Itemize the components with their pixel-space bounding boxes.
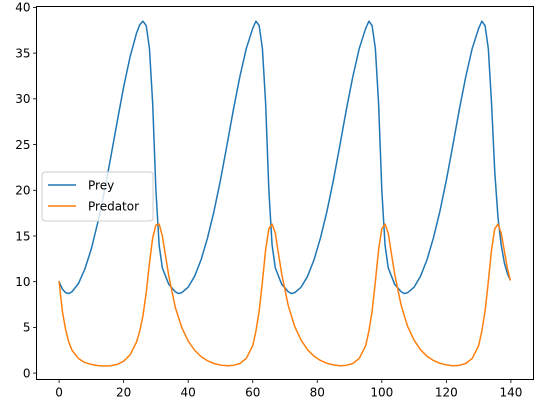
y-tick-label: 20 — [15, 184, 30, 198]
series-predator-line — [58, 223, 512, 367]
y-tick-label: 30 — [15, 92, 30, 106]
x-tick-label: 140 — [499, 386, 522, 400]
y-tick-label: 5 — [23, 321, 31, 335]
y-tick-label: 40 — [15, 1, 30, 15]
legend-prey-label: Prey — [88, 179, 114, 193]
legend-predator-label: Predator — [88, 200, 139, 214]
x-axis: 0 20 40 60 80 100 120 140 — [55, 379, 522, 400]
legend: Prey Predator — [41, 171, 154, 222]
y-tick-label: 15 — [15, 229, 30, 243]
y-tick-label: 10 — [15, 275, 30, 289]
x-tick-label: 0 — [55, 386, 63, 400]
x-tick-label: 40 — [181, 386, 196, 400]
x-tick-label: 100 — [370, 386, 393, 400]
plot-frame — [36, 6, 534, 380]
y-tick-label: 0 — [23, 366, 31, 380]
y-axis: 0 5 10 15 20 25 30 35 40 — [15, 1, 37, 380]
y-tick-label: 25 — [15, 138, 30, 152]
x-tick-label: 120 — [435, 386, 458, 400]
x-tick-label: 20 — [116, 386, 131, 400]
series-layer — [58, 20, 512, 367]
x-tick-label: 80 — [310, 386, 325, 400]
y-tick-label: 35 — [15, 46, 30, 60]
x-tick-label: 60 — [245, 386, 260, 400]
